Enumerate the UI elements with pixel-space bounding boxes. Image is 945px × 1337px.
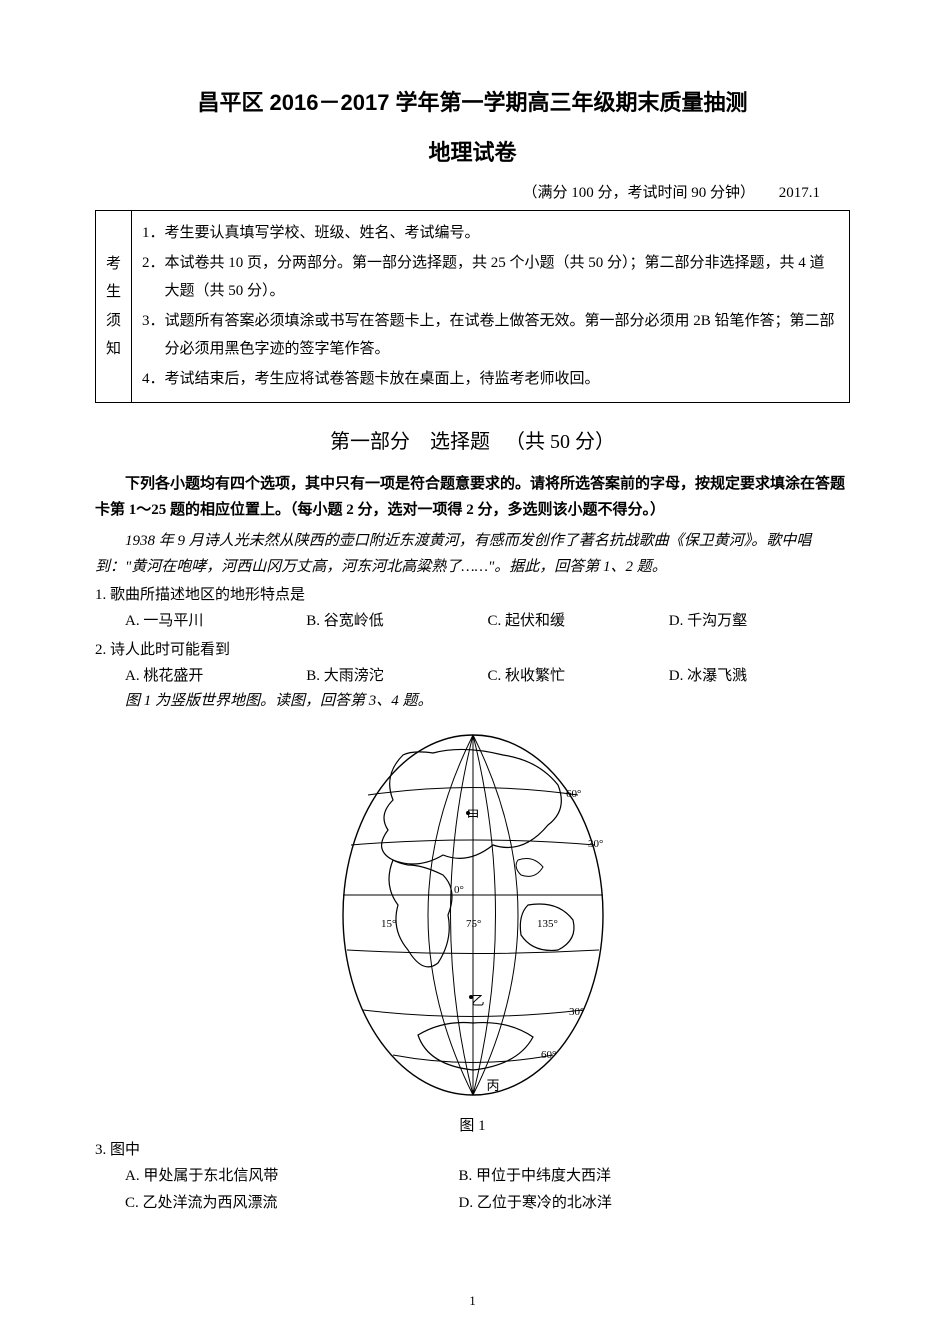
q1-stem: 1. 歌曲所描述地区的地形特点是 xyxy=(95,582,850,608)
notice-label: 考生须知 xyxy=(96,211,132,403)
svg-text:30°: 30° xyxy=(588,838,603,850)
notice-label-text: 考生须知 xyxy=(106,250,121,364)
q2-opt-c: C. 秋收繁忙 xyxy=(488,663,669,689)
svg-text:75°: 75° xyxy=(466,918,481,930)
q1-opt-c: C. 起伏和缓 xyxy=(488,608,669,634)
q3-opt-a: A. 甲处属于东北信风带 xyxy=(125,1163,459,1190)
notice-content-cell: 1．考生要认真填写学校、班级、姓名、考试编号。 2．本试卷共 10 页，分两部分… xyxy=(132,211,850,403)
notice-table: 考生须知 1．考生要认真填写学校、班级、姓名、考试编号。 2．本试卷共 10 页… xyxy=(95,210,850,403)
q2-opt-a: A. 桃花盛开 xyxy=(125,663,306,689)
q2-opt-b: B. 大雨滂沱 xyxy=(306,663,487,689)
notice-item: 1．考生要认真填写学校、班级、姓名、考试编号。 xyxy=(142,219,839,248)
map-label-yi: 乙 xyxy=(471,993,484,1008)
q3-opt-c: C. 乙处洋流为西风漂流 xyxy=(125,1190,459,1217)
notice-item: 3．试题所有答案必须填涂或书写在答题卡上，在试卷上做答无效。第一部分必须用 2B… xyxy=(142,307,839,364)
q3-opt-b: B. 甲位于中纬度大西洋 xyxy=(459,1163,793,1190)
page-number: 1 xyxy=(0,1293,945,1309)
q1-opt-a: A. 一马平川 xyxy=(125,608,306,634)
q1-opt-d: D. 千沟万壑 xyxy=(669,608,850,634)
q2-options: A. 桃花盛开 B. 大雨滂沱 C. 秋收繁忙 D. 冰瀑飞溅 xyxy=(95,663,850,689)
notice-list: 1．考生要认真填写学校、班级、姓名、考试编号。 2．本试卷共 10 页，分两部分… xyxy=(142,219,839,393)
exam-meta: （满分 100 分，考试时间 90 分钟） 2017.1 xyxy=(95,181,850,202)
section-name: 选择题 xyxy=(430,431,490,453)
exam-subtitle: 地理试卷 xyxy=(95,135,850,167)
section-instruction: 下列各小题均有四个选项，其中只有一项是符合题意要求的。请将所选答案前的字母，按规… xyxy=(95,472,850,523)
svg-text:30°: 30° xyxy=(569,1006,584,1018)
figure-1-caption: 图 1 xyxy=(95,1114,850,1135)
svg-text:60°: 60° xyxy=(541,1049,556,1061)
map-label-bing: 丙 xyxy=(486,1078,499,1093)
context-q12: 1938 年 9 月诗人光未然从陕西的壶口附近东渡黄河，有感而发创作了著名抗战歌… xyxy=(95,529,850,580)
exam-meta-score: （满分 100 分，考试时间 90 分钟） xyxy=(522,185,755,201)
q2-opt-d: D. 冰瀑飞溅 xyxy=(669,663,850,689)
q1-options: A. 一马平川 B. 谷宽岭低 C. 起伏和缓 D. 千沟万壑 xyxy=(95,608,850,634)
notice-item: 2．本试卷共 10 页，分两部分。第一部分选择题，共 25 个小题（共 50 分… xyxy=(142,249,839,306)
svg-text:135°: 135° xyxy=(537,918,558,930)
section-score: （共 50 分） xyxy=(505,431,615,453)
svg-text:15°: 15° xyxy=(381,918,396,930)
svg-text:0°: 0° xyxy=(454,884,464,896)
q3-options: A. 甲处属于东北信风带 B. 甲位于中纬度大西洋 C. 乙处洋流为西风漂流 D… xyxy=(95,1163,850,1217)
svg-text:60°: 60° xyxy=(566,788,581,800)
figure-1-map: 甲 乙 丙 60° 30° 0° 30° 60° 15° 75° 135° xyxy=(323,725,623,1105)
q3-stem: 3. 图中 xyxy=(95,1137,850,1163)
q1-opt-b: B. 谷宽岭低 xyxy=(306,608,487,634)
q3-opt-d: D. 乙位于寒冷的北冰洋 xyxy=(459,1190,793,1217)
exam-title: 昌平区 2016－2017 学年第一学期高三年级期末质量抽测 xyxy=(95,85,850,117)
context-q34: 图 1 为竖版世界地图。读图，回答第 3、4 题。 xyxy=(95,689,850,715)
map-label-jia: 甲 xyxy=(466,808,479,823)
section-part-label: 第一部分 xyxy=(330,431,410,453)
exam-meta-date: 2017.1 xyxy=(779,185,820,201)
notice-item: 4．考试结束后，考生应将试卷答题卡放在桌面上，待监考老师收回。 xyxy=(142,365,839,394)
figure-1-wrap: 甲 乙 丙 60° 30° 0° 30° 60° 15° 75° 135° 图 … xyxy=(95,725,850,1135)
q2-stem: 2. 诗人此时可能看到 xyxy=(95,637,850,663)
section-title: 第一部分 选择题 （共 50 分） xyxy=(95,425,850,454)
